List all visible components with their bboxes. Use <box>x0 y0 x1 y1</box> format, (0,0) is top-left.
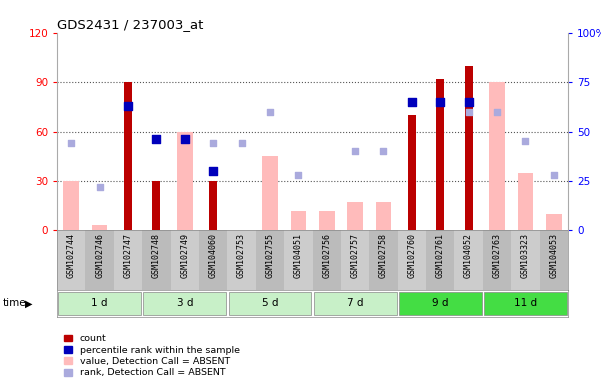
Point <box>180 136 189 142</box>
Bar <box>369 230 398 290</box>
Point <box>464 99 474 105</box>
Bar <box>313 230 341 290</box>
Bar <box>426 230 454 290</box>
Text: GSM104053: GSM104053 <box>549 233 558 278</box>
Bar <box>341 230 369 290</box>
Text: GSM102744: GSM102744 <box>67 233 76 278</box>
Point <box>350 148 360 154</box>
Bar <box>209 181 217 230</box>
Text: GSM104060: GSM104060 <box>209 233 218 278</box>
Bar <box>454 230 483 290</box>
Bar <box>227 230 256 290</box>
Bar <box>57 230 85 290</box>
Bar <box>511 230 540 290</box>
Point <box>464 109 474 115</box>
Point <box>209 140 218 146</box>
Bar <box>290 210 306 230</box>
Text: 5 d: 5 d <box>261 298 278 308</box>
Text: ▶: ▶ <box>25 298 32 308</box>
Bar <box>483 230 511 290</box>
Bar <box>314 291 397 315</box>
Bar <box>262 156 278 230</box>
Text: GSM102760: GSM102760 <box>407 233 416 278</box>
Bar <box>64 181 79 230</box>
Point <box>293 172 303 178</box>
Bar <box>398 230 426 290</box>
Text: GSM103323: GSM103323 <box>521 233 530 278</box>
Text: 11 d: 11 d <box>514 298 537 308</box>
Bar <box>399 291 481 315</box>
Legend: count, percentile rank within the sample, value, Detection Call = ABSENT, rank, : count, percentile rank within the sample… <box>62 333 242 379</box>
Text: GSM102753: GSM102753 <box>237 233 246 278</box>
Bar <box>58 291 141 315</box>
Text: GSM102761: GSM102761 <box>436 233 445 278</box>
Bar <box>436 79 444 230</box>
Text: GSM102758: GSM102758 <box>379 233 388 278</box>
Bar <box>177 131 192 230</box>
Text: 3 d: 3 d <box>177 298 193 308</box>
Point <box>492 109 502 115</box>
Bar <box>199 230 227 290</box>
Text: GSM102746: GSM102746 <box>95 233 104 278</box>
Bar <box>540 230 568 290</box>
Bar <box>114 230 142 290</box>
Bar <box>408 115 416 230</box>
Bar <box>489 82 505 230</box>
Text: time: time <box>3 298 26 308</box>
Bar <box>256 230 284 290</box>
Bar <box>153 181 160 230</box>
Text: GSM102755: GSM102755 <box>266 233 275 278</box>
Point <box>520 138 530 144</box>
Text: GSM102747: GSM102747 <box>124 233 133 278</box>
Bar <box>92 225 108 230</box>
Text: GSM102748: GSM102748 <box>152 233 161 278</box>
Bar <box>347 202 363 230</box>
Point <box>209 168 218 174</box>
Bar <box>144 291 226 315</box>
Text: GDS2431 / 237003_at: GDS2431 / 237003_at <box>57 18 204 31</box>
Text: GSM102749: GSM102749 <box>180 233 189 278</box>
Text: GSM102756: GSM102756 <box>322 233 331 278</box>
Point <box>151 136 161 142</box>
Point <box>95 184 105 190</box>
Bar <box>284 230 313 290</box>
Bar <box>142 230 171 290</box>
Bar <box>376 202 391 230</box>
Point <box>407 99 416 105</box>
Point <box>237 140 246 146</box>
Bar <box>85 230 114 290</box>
Point <box>379 148 388 154</box>
Point <box>123 103 133 109</box>
Point <box>435 99 445 105</box>
Text: GSM104051: GSM104051 <box>294 233 303 278</box>
Bar <box>465 66 472 230</box>
Bar <box>517 173 533 230</box>
Bar <box>484 291 567 315</box>
Bar <box>546 214 561 230</box>
Text: 1 d: 1 d <box>91 298 108 308</box>
Bar <box>171 230 199 290</box>
Point <box>265 109 275 115</box>
Bar <box>319 210 335 230</box>
Point <box>549 172 558 178</box>
Text: 7 d: 7 d <box>347 298 364 308</box>
Bar <box>124 82 132 230</box>
Text: 9 d: 9 d <box>432 298 448 308</box>
Text: GSM104052: GSM104052 <box>464 233 473 278</box>
Bar <box>228 291 311 315</box>
Text: GSM102757: GSM102757 <box>350 233 359 278</box>
Text: GSM102763: GSM102763 <box>492 233 501 278</box>
Point <box>67 140 76 146</box>
